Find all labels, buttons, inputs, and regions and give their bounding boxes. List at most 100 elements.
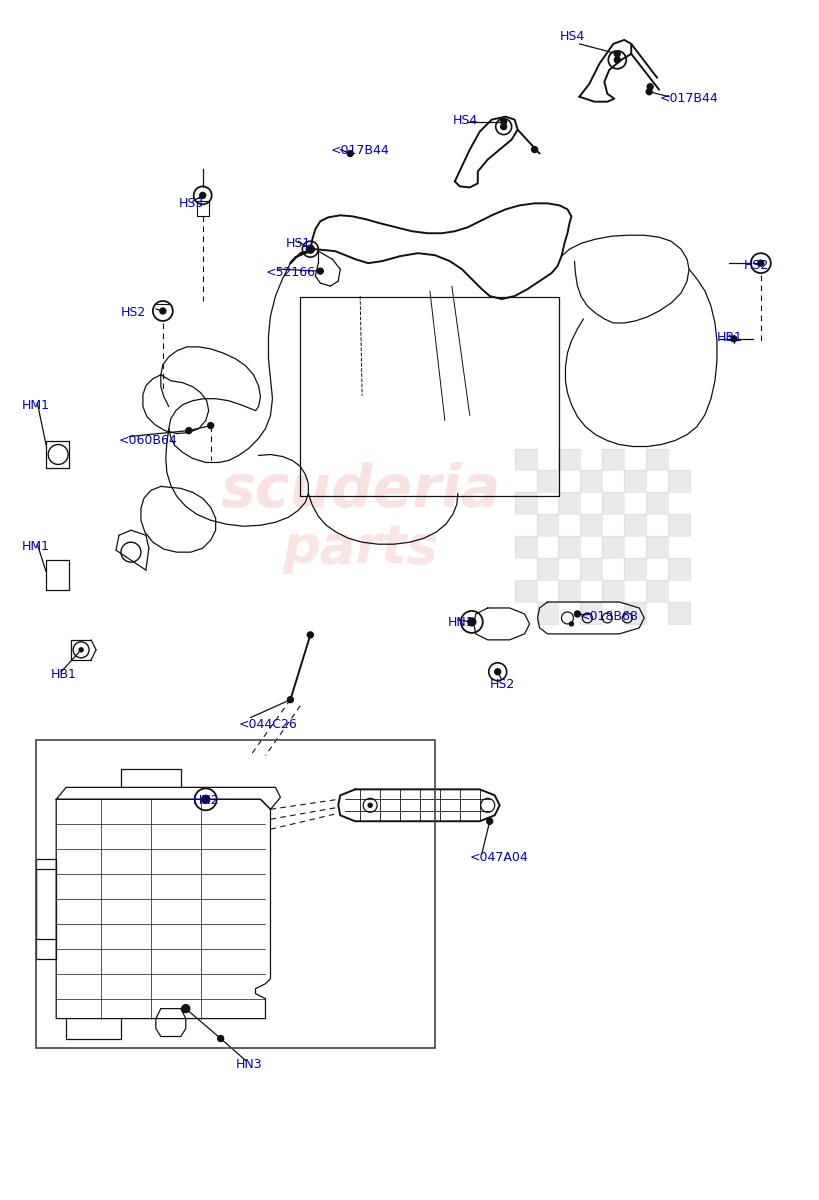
Bar bbox=[645, 492, 667, 515]
Circle shape bbox=[486, 818, 492, 824]
Bar bbox=[623, 558, 645, 580]
Circle shape bbox=[182, 1004, 189, 1013]
Bar bbox=[602, 449, 623, 470]
Circle shape bbox=[207, 422, 214, 428]
Text: HS4: HS4 bbox=[559, 30, 584, 43]
Circle shape bbox=[217, 1036, 224, 1042]
Text: <047A04: <047A04 bbox=[469, 851, 528, 864]
Bar bbox=[558, 558, 580, 580]
Circle shape bbox=[160, 308, 165, 314]
Bar bbox=[514, 558, 536, 580]
Bar bbox=[667, 580, 690, 602]
Bar bbox=[536, 470, 558, 492]
Bar bbox=[602, 470, 623, 492]
Bar bbox=[623, 470, 645, 492]
Bar bbox=[580, 470, 602, 492]
Text: <060B64: <060B64 bbox=[119, 433, 178, 446]
Text: <044C26: <044C26 bbox=[238, 718, 297, 731]
Bar bbox=[580, 492, 602, 515]
Bar bbox=[514, 580, 536, 602]
Bar bbox=[667, 470, 690, 492]
Bar bbox=[667, 536, 690, 558]
Bar bbox=[623, 602, 645, 624]
Bar bbox=[602, 602, 623, 624]
Circle shape bbox=[730, 336, 736, 342]
Text: scuderia: scuderia bbox=[219, 462, 500, 518]
Bar bbox=[514, 536, 536, 558]
Bar bbox=[514, 602, 536, 624]
Bar bbox=[623, 515, 645, 536]
Text: <52166: <52166 bbox=[265, 266, 315, 280]
Bar bbox=[536, 449, 558, 470]
Bar bbox=[667, 449, 690, 470]
Bar bbox=[645, 580, 667, 602]
Text: HN3: HN3 bbox=[235, 1058, 262, 1072]
Bar bbox=[580, 558, 602, 580]
Bar bbox=[580, 515, 602, 536]
Bar bbox=[36, 739, 434, 1049]
Bar bbox=[645, 558, 667, 580]
Bar bbox=[580, 580, 602, 602]
Circle shape bbox=[306, 245, 314, 253]
Circle shape bbox=[757, 260, 762, 266]
Bar bbox=[623, 580, 645, 602]
Bar bbox=[667, 602, 690, 624]
Bar bbox=[536, 536, 558, 558]
Text: parts: parts bbox=[282, 522, 437, 574]
Circle shape bbox=[201, 796, 210, 803]
Bar bbox=[536, 515, 558, 536]
Bar bbox=[623, 449, 645, 470]
Circle shape bbox=[645, 89, 651, 95]
Bar bbox=[536, 558, 558, 580]
Bar bbox=[602, 558, 623, 580]
Bar bbox=[514, 515, 536, 536]
Circle shape bbox=[368, 803, 372, 808]
Bar bbox=[558, 470, 580, 492]
Bar bbox=[667, 515, 690, 536]
Text: <017B44: <017B44 bbox=[330, 144, 388, 156]
Circle shape bbox=[307, 632, 313, 638]
Text: HS1: HS1 bbox=[285, 238, 310, 251]
Text: HS2: HS2 bbox=[743, 259, 768, 272]
Circle shape bbox=[467, 618, 475, 626]
Circle shape bbox=[531, 146, 537, 152]
Circle shape bbox=[500, 124, 506, 130]
Bar bbox=[514, 492, 536, 515]
Text: HS4: HS4 bbox=[452, 114, 477, 127]
Text: HS2: HS2 bbox=[489, 678, 514, 691]
Bar bbox=[514, 449, 536, 470]
Bar bbox=[580, 449, 602, 470]
Text: HM1: HM1 bbox=[21, 540, 49, 553]
Circle shape bbox=[346, 150, 353, 156]
Text: HS3: HS3 bbox=[179, 197, 204, 210]
Text: HB1: HB1 bbox=[51, 667, 77, 680]
Bar bbox=[536, 580, 558, 602]
Bar bbox=[645, 470, 667, 492]
Circle shape bbox=[568, 622, 572, 626]
Circle shape bbox=[317, 268, 323, 274]
Circle shape bbox=[646, 84, 653, 90]
Bar bbox=[623, 492, 645, 515]
Bar bbox=[558, 515, 580, 536]
Bar bbox=[667, 558, 690, 580]
Bar bbox=[558, 492, 580, 515]
Bar bbox=[536, 492, 558, 515]
Circle shape bbox=[79, 648, 83, 652]
Circle shape bbox=[574, 611, 580, 617]
Bar bbox=[514, 470, 536, 492]
Text: <018B68: <018B68 bbox=[579, 610, 637, 623]
Bar bbox=[558, 449, 580, 470]
Bar bbox=[558, 536, 580, 558]
Bar bbox=[558, 580, 580, 602]
Bar bbox=[645, 602, 667, 624]
Text: HN1: HN1 bbox=[447, 616, 474, 629]
Text: HM1: HM1 bbox=[21, 398, 49, 412]
Circle shape bbox=[186, 427, 192, 433]
Text: HS2: HS2 bbox=[121, 306, 146, 319]
Bar bbox=[580, 602, 602, 624]
Bar bbox=[602, 492, 623, 515]
Text: HB1: HB1 bbox=[716, 331, 742, 344]
Circle shape bbox=[613, 56, 619, 62]
Text: <017B44: <017B44 bbox=[658, 91, 717, 104]
Bar bbox=[602, 536, 623, 558]
